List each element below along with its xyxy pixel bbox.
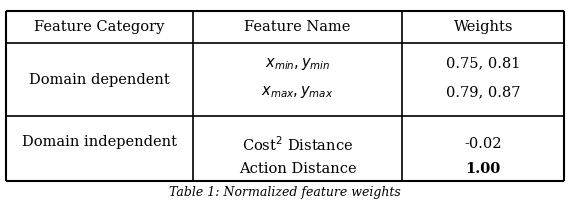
Text: Action Distance: Action Distance: [239, 162, 356, 176]
Text: Table 1: Normalized feature weights: Table 1: Normalized feature weights: [169, 186, 401, 199]
Text: $x_{max}, y_{max}$: $x_{max}, y_{max}$: [262, 84, 334, 100]
Text: Domain independent: Domain independent: [22, 135, 177, 149]
Text: 0.75, 0.81: 0.75, 0.81: [446, 57, 520, 71]
Text: 0.79, 0.87: 0.79, 0.87: [446, 85, 520, 99]
Text: Feature Name: Feature Name: [245, 20, 351, 34]
Text: Cost$^2$ Distance: Cost$^2$ Distance: [242, 135, 353, 154]
Text: Weights: Weights: [454, 20, 513, 34]
Text: $x_{min}, y_{min}$: $x_{min}, y_{min}$: [265, 56, 331, 72]
Text: Feature Category: Feature Category: [34, 20, 165, 34]
Text: 1.00: 1.00: [466, 162, 501, 176]
Text: -0.02: -0.02: [465, 137, 502, 151]
Text: Domain dependent: Domain dependent: [29, 73, 170, 87]
